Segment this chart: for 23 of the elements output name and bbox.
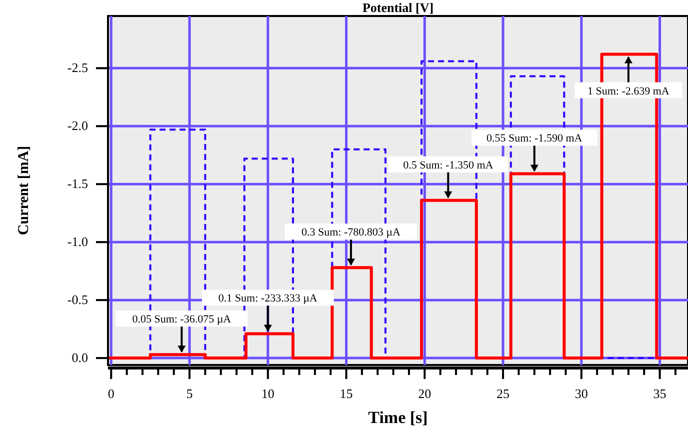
annotation: 0.5 Sum: -1.350 mA [403, 159, 494, 172]
annotation: 0.3 Sum: -780.803 µA [302, 226, 400, 239]
y-tick-label: 0.0 [72, 350, 88, 366]
annotation: 0.05 Sum: -36.075 µA [132, 314, 232, 326]
chart-title: Potential [V] [362, 0, 434, 15]
y-tick-label: -1.5 [67, 176, 88, 192]
y-tick-label: -2.0 [67, 118, 88, 134]
y-tick-label: -0.5 [67, 292, 88, 308]
x-tick-label: 15 [340, 386, 353, 401]
annotation: 0.55 Sum: -1.590 mA [486, 132, 582, 145]
x-tick-label: 30 [574, 386, 588, 401]
annotation: 0.1 Sum: -233.333 µA [218, 292, 318, 305]
x-tick-label: 20 [418, 386, 432, 401]
x-tick-label: 0 [108, 386, 114, 401]
x-tick-label: 35 [653, 386, 666, 401]
x-axis-title: Time [s] [368, 408, 428, 426]
x-tick-label: 25 [496, 386, 510, 401]
y-axis-title: Current [mA] [16, 146, 32, 236]
x-tick-label: 10 [261, 386, 274, 401]
y-tick-label: -2.5 [67, 60, 88, 76]
y-tick-label: -1.0 [67, 234, 88, 250]
annotation: 1 Sum: -2.639 mA [587, 85, 670, 98]
x-tick-label: 5 [186, 386, 193, 401]
